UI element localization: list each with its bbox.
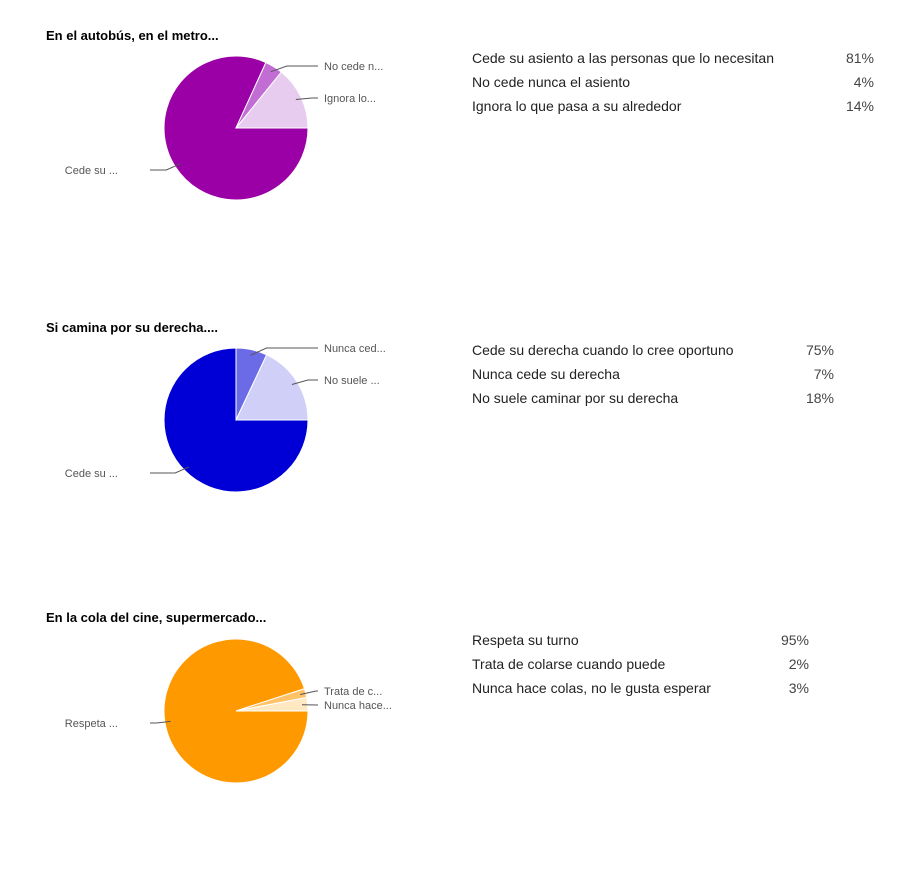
- slice-label: Cede su ...: [65, 165, 118, 177]
- pie-chart: No cede n... Ignora lo... Cede su ...: [0, 28, 450, 228]
- legend-row: Ignora lo que pasa a su alrededor 14%: [472, 94, 874, 118]
- slice-label: No cede n...: [324, 61, 383, 73]
- legend-percent: 95%: [767, 628, 809, 652]
- legend-label: Nunca cede su derecha: [472, 362, 792, 386]
- legend-table: Cede su derecha cuando lo cree oportuno …: [472, 338, 834, 410]
- pie-chart: Trata de c... Nunca hace... Respeta ...: [0, 610, 450, 810]
- legend-label: Cede su derecha cuando lo cree oportuno: [472, 338, 792, 362]
- survey-section-walking: Si camina por su derecha.... Nunca ced..…: [0, 320, 921, 580]
- pie-chart: Nunca ced... No suele ... Cede su ...: [0, 320, 450, 520]
- legend-table: Respeta su turno 95% Trata de colarse cu…: [472, 628, 809, 700]
- legend-row: Nunca hace colas, no le gusta esperar 3%: [472, 676, 809, 700]
- legend-label: Respeta su turno: [472, 628, 767, 652]
- legend-row: Nunca cede su derecha 7%: [472, 362, 834, 386]
- slice-label: Trata de c...: [324, 686, 382, 698]
- legend-row: Respeta su turno 95%: [472, 628, 809, 652]
- legend-label: Trata de colarse cuando puede: [472, 652, 767, 676]
- slice-label: Nunca hace...: [324, 700, 392, 712]
- slice-label: Ignora lo...: [324, 93, 376, 105]
- legend-label: Cede su asiento a las personas que lo ne…: [472, 46, 832, 70]
- legend-label: Nunca hace colas, no le gusta esperar: [472, 676, 767, 700]
- legend-label: Ignora lo que pasa a su alrededor: [472, 94, 832, 118]
- slice-label: Cede su ...: [65, 468, 118, 480]
- slice-label: Nunca ced...: [324, 343, 386, 355]
- legend-row: Trata de colarse cuando puede 2%: [472, 652, 809, 676]
- legend-table: Cede su asiento a las personas que lo ne…: [472, 46, 874, 118]
- survey-section-bus: En el autobús, en el metro... No cede n.…: [0, 28, 921, 288]
- legend-percent: 14%: [832, 94, 874, 118]
- survey-section-queue: En la cola del cine, supermercado... Tra…: [0, 610, 921, 870]
- legend-row: No cede nunca el asiento 4%: [472, 70, 874, 94]
- legend-percent: 4%: [832, 70, 874, 94]
- slice-label: No suele ...: [324, 375, 380, 387]
- legend-percent: 3%: [767, 676, 809, 700]
- legend-percent: 18%: [792, 386, 834, 410]
- slice-label: Respeta ...: [65, 718, 118, 730]
- legend-percent: 81%: [832, 46, 874, 70]
- legend-row: Cede su derecha cuando lo cree oportuno …: [472, 338, 834, 362]
- legend-row: Cede su asiento a las personas que lo ne…: [472, 46, 874, 70]
- legend-percent: 2%: [767, 652, 809, 676]
- legend-percent: 7%: [792, 362, 834, 386]
- legend-row: No suele caminar por su derecha 18%: [472, 386, 834, 410]
- legend-label: No cede nunca el asiento: [472, 70, 832, 94]
- legend-percent: 75%: [792, 338, 834, 362]
- legend-label: No suele caminar por su derecha: [472, 386, 792, 410]
